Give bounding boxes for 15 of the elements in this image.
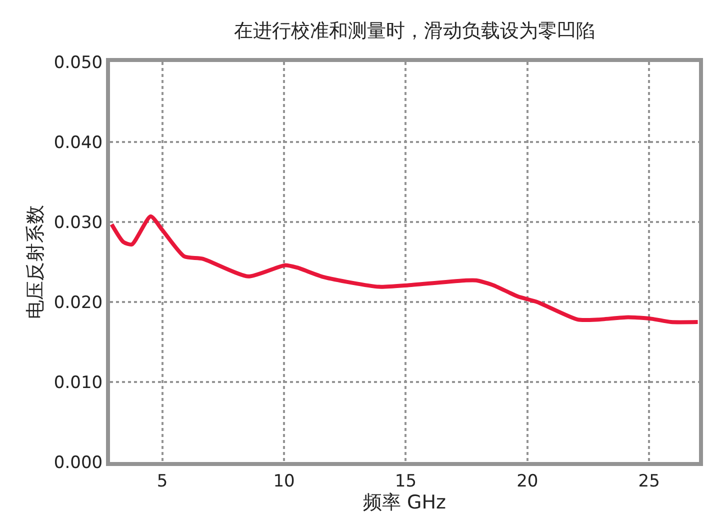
y-tick-label: 0.010 <box>54 372 103 393</box>
chart-title: 在进行校准和测量时，滑动负载设为零凹陷 <box>234 20 595 42</box>
x-tick-label: 5 <box>156 471 168 492</box>
y-tick-label: 0.050 <box>54 52 103 73</box>
y-tick-label: 0.020 <box>54 292 103 313</box>
x-tick-label: 10 <box>273 471 295 492</box>
x-tick-label: 25 <box>638 471 660 492</box>
x-tick-label: 20 <box>516 471 538 492</box>
y-tick-label: 0.040 <box>54 132 103 153</box>
x-axis-title: 频率 GHz <box>362 491 446 514</box>
line-series <box>110 214 699 324</box>
y-tick-label: 0.030 <box>54 212 103 233</box>
x-tick-label: 15 <box>394 471 417 492</box>
y-axis-title: 电压反射系数 <box>24 205 46 319</box>
y-tick-label: 0.000 <box>54 452 103 473</box>
